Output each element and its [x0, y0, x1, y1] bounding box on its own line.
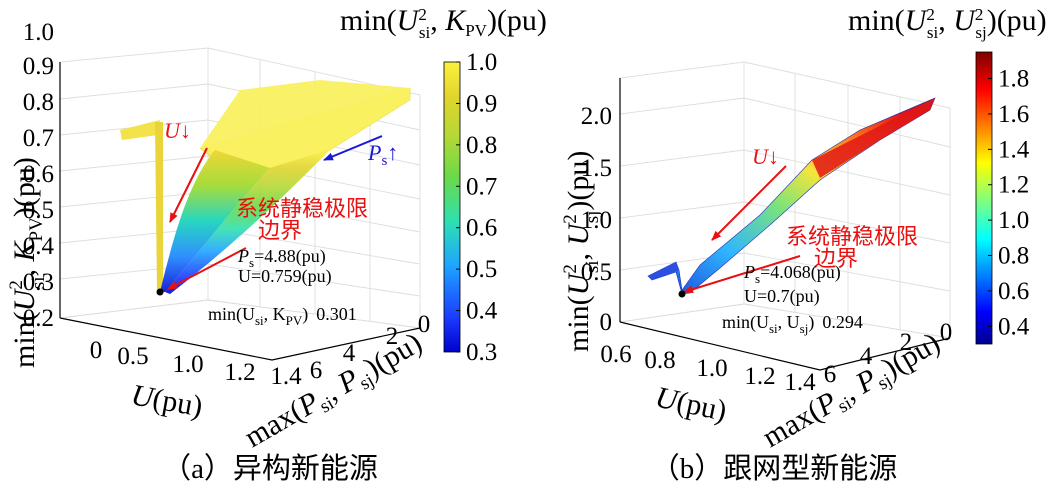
- panel-a-xticks: 0 0.5 1.0 1.2 1.4: [90, 337, 302, 390]
- a-xtick: 1.4: [270, 363, 302, 390]
- a-ytick: 2: [386, 323, 399, 350]
- colorbar-tick-label: 0.6: [998, 278, 1029, 305]
- b-u-arrow: [711, 165, 787, 241]
- colorbar-tick-label: 1.4: [998, 136, 1030, 163]
- a-u-down: U↓: [164, 118, 191, 143]
- caption-b: （b）跟网型新能源: [651, 452, 898, 485]
- b-ps-value: Ps=4.068(pu): [743, 262, 841, 286]
- a-ztick: 0.2: [23, 305, 54, 332]
- b-ytick: 4: [860, 343, 873, 370]
- b-xtick: 0.8: [644, 347, 675, 374]
- colorbar-tick-label: 1.2: [998, 172, 1029, 199]
- b-xtick: 1.2: [744, 363, 775, 390]
- a-ztick: 0.4: [23, 233, 55, 260]
- a-ytick: 6: [310, 357, 323, 384]
- colorbar-tick-label: 1.0: [466, 49, 497, 76]
- a-xtick: 0.5: [117, 343, 148, 370]
- a-ps-value: Ps=4.88(pu): [237, 246, 326, 270]
- colorbar-tick-label: 0.5: [466, 256, 497, 283]
- a-critical-point: [156, 288, 164, 296]
- colorbar-tick-label: 1.0: [998, 207, 1029, 234]
- a-xtick: 1.0: [172, 351, 203, 378]
- a-ztick: 0.5: [23, 197, 54, 224]
- a-ztick: 0.6: [23, 161, 54, 188]
- a-cb-title: min(U2 si, KPV)(pu): [340, 4, 547, 42]
- b-ytick: 2: [900, 329, 913, 356]
- a-xtick: 0: [90, 337, 103, 364]
- b-ytick: 6: [824, 361, 837, 388]
- a-ytick: 4: [343, 340, 356, 367]
- panel-b-zticks: 0 0.5 1.0 1.5 2.0: [581, 103, 612, 336]
- a-min-label: min(Usi, KPV) 0.301: [208, 304, 357, 328]
- colorbar-tick-label: 0.8: [466, 132, 497, 159]
- panel-b-surface: [647, 97, 936, 295]
- b-cb-title: min(U2 si, U2 sj)(pu): [848, 4, 1047, 42]
- colorbar-tick-label: 0.8: [998, 243, 1029, 270]
- colorbar-tick-label: 0.7: [466, 173, 497, 200]
- b-xtick: 1.4: [784, 369, 816, 396]
- b-xtick: 1.0: [696, 355, 727, 382]
- b-ztick: 1.5: [581, 155, 612, 182]
- b-limit-line2: 边界: [814, 246, 858, 271]
- a-ztick: 0.8: [23, 89, 54, 116]
- colorbar-tick-label: 1.6: [998, 101, 1029, 128]
- panel-a-annotations: U↓ Ps↑ 系统静稳极限 边界 Ps=4.88(pu) U=0.759(pu)…: [156, 118, 398, 328]
- colorbar-tick-label: 0.3: [466, 339, 497, 366]
- panel-a-zticks: 0.2 0.3 0.4 0.5 0.6 0.7 0.8 0.9 1.0: [23, 19, 55, 332]
- panel-b-annotations: U↓ 系统静稳极限 边界 Ps=4.068(pu) U=0.7(pu) min(…: [678, 144, 918, 336]
- b-u-value: U=0.7(pu): [744, 286, 820, 307]
- b-limit-line1: 系统静稳极限: [786, 224, 918, 249]
- a-ztick: 0.3: [23, 269, 54, 296]
- colorbar-tick-label: 0.4: [466, 298, 498, 325]
- b-min-label: min(Usi, Usj) 0.294: [722, 312, 863, 336]
- a-u-value: U=0.759(pu): [238, 266, 332, 287]
- b-critical-point: [678, 290, 686, 298]
- a-ps-up: Ps↑: [367, 140, 398, 169]
- a-u-arrow: [169, 147, 208, 223]
- a-xtick: 1.2: [224, 359, 255, 386]
- colorbar-tick-label: 0.4: [998, 313, 1030, 340]
- b-ztick: 0: [600, 309, 613, 336]
- a-limit-arrow: [167, 247, 247, 290]
- panel-a-yticks: 0 2 4 6: [310, 311, 431, 384]
- colorbar-tick-label: 1.8: [998, 66, 1029, 93]
- b-xlabel: U(pu): [653, 381, 730, 428]
- a-ztick: 0.9: [23, 53, 54, 80]
- a-zlabel: min(U2si, KPV)(pu): [6, 157, 49, 368]
- a-limit-line2: 边界: [258, 218, 302, 243]
- panel-b-colorbar: min(U2 si, U2 sj)(pu) 0.4 0.6 0.8 1.0 1.2 1.4 1.…: [848, 4, 1047, 345]
- panel-b-box: [619, 78, 951, 371]
- panel-a-box: [59, 62, 421, 361]
- colorbar-tick-label: 0.6: [466, 215, 497, 242]
- caption-a: （a）异构新能源: [162, 452, 378, 485]
- a-ytick: 0: [418, 311, 431, 338]
- a-limit-line1: 系统静稳极限: [236, 196, 368, 221]
- b-ztick: 2.0: [581, 103, 612, 130]
- b-ztick: 1.0: [581, 207, 612, 234]
- b-ztick: 0.5: [581, 259, 612, 286]
- b-limit-arrow: [683, 255, 801, 294]
- a-ps-arrow: [323, 135, 383, 161]
- panel-a: 0.2 0.3 0.4 0.5 0.6 0.7 0.8 0.9 1.0 0 0.…: [6, 4, 547, 458]
- colorbar-tick-label: 0.9: [466, 90, 497, 117]
- a-xlabel: U(pu): [129, 378, 205, 423]
- panel-b-yticks: 0 2 4 6: [824, 319, 953, 388]
- b-ytick: 0: [940, 319, 953, 346]
- panel-a-surface: [120, 80, 411, 294]
- panel-b-xticks: 0.6 0.8 1.0 1.2 1.4: [600, 341, 816, 396]
- b-xtick: 0.6: [600, 341, 631, 368]
- a-ztick: 0.7: [23, 125, 54, 152]
- a-ylabel: max(Psi, Psj)(pu): [239, 326, 430, 457]
- panel-a-colorbar: min(U2 si, KPV)(pu) 0.3 0.4 0.5 0.6 0.7 0.8 0.9…: [340, 4, 547, 366]
- b-u-down: U↓: [752, 144, 779, 169]
- panel-b: 0 0.5 1.0 1.5 2.0 0.6 0.8 1.0 1.2 1.4 0 …: [560, 4, 1047, 458]
- a-ztick: 1.0: [23, 19, 54, 46]
